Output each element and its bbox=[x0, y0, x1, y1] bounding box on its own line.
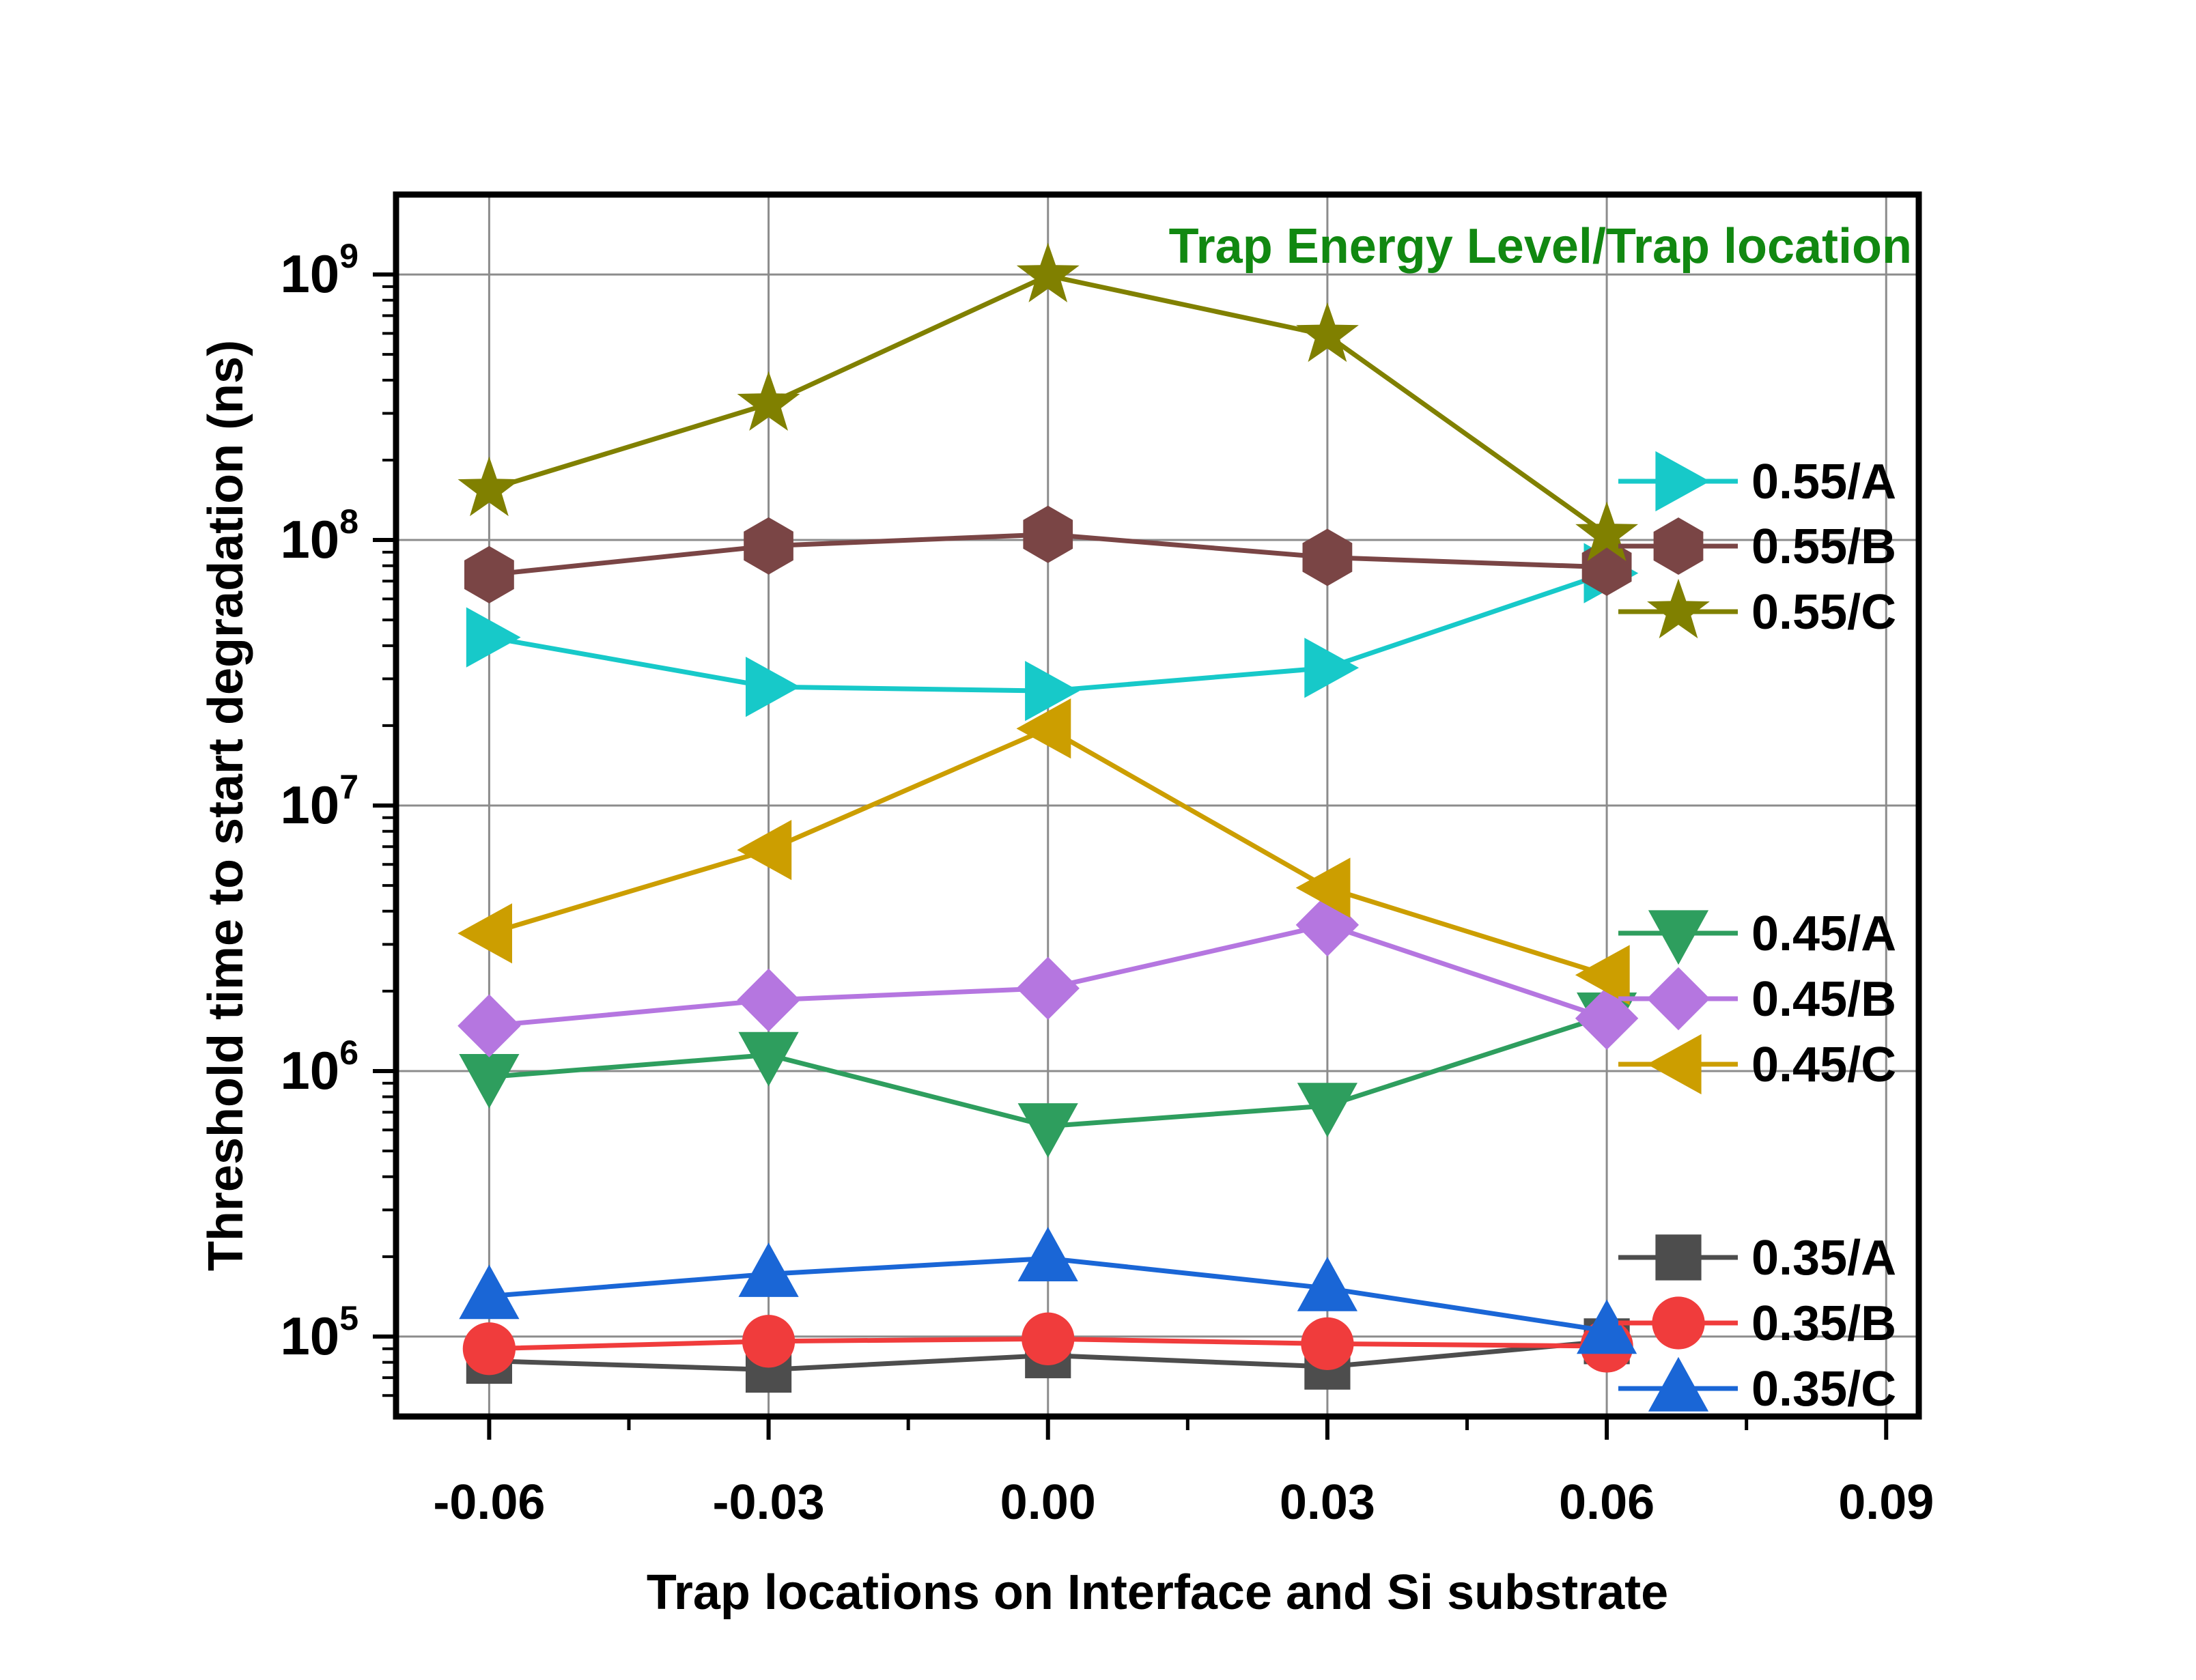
y-tick-label: 108 bbox=[280, 502, 358, 569]
legend-label: 0.35/B bbox=[1751, 1296, 1896, 1351]
legend-item: 0.45/C bbox=[1618, 1034, 1896, 1095]
data-point bbox=[459, 1054, 520, 1109]
y-tick-base: 10 bbox=[280, 775, 339, 835]
data-point bbox=[458, 994, 521, 1057]
data-point bbox=[1575, 501, 1638, 561]
series-0-35-C bbox=[459, 1227, 1637, 1354]
legend-item: 0.35/A bbox=[1618, 1231, 1896, 1285]
y-tick-label: 105 bbox=[280, 1299, 358, 1366]
data-point bbox=[1017, 1227, 1078, 1281]
data-point bbox=[737, 371, 800, 431]
data-point bbox=[746, 657, 800, 717]
series-0-45-B bbox=[458, 893, 1639, 1057]
data-point bbox=[1304, 638, 1360, 698]
data-point bbox=[742, 1315, 796, 1368]
data-point bbox=[1577, 1299, 1637, 1354]
series-layer bbox=[458, 242, 1639, 1393]
data-point bbox=[737, 968, 800, 1032]
data-point bbox=[1016, 698, 1071, 759]
legend-marker bbox=[1646, 967, 1711, 1031]
data-point bbox=[1016, 956, 1080, 1020]
x-tick-label: 0.03 bbox=[1280, 1475, 1375, 1530]
legend-item: 0.45/B bbox=[1618, 967, 1896, 1031]
data-point bbox=[458, 456, 521, 517]
y-tick-base: 10 bbox=[280, 244, 339, 304]
legend-label: 0.45/B bbox=[1751, 972, 1896, 1027]
axes: -0.06 -0.03 0.00 0.03 0.06 0.0910510610710810… bbox=[280, 237, 1934, 1530]
data-point bbox=[459, 1264, 520, 1320]
y-tick-base: 10 bbox=[280, 509, 339, 569]
chart-title: Trap Energy Level/Trap location bbox=[1169, 219, 1912, 274]
data-point bbox=[1017, 1103, 1078, 1158]
y-tick-base: 10 bbox=[280, 1040, 339, 1100]
y-tick-base: 10 bbox=[280, 1306, 339, 1366]
data-point bbox=[1575, 945, 1630, 1006]
legend-item: 0.55/A bbox=[1618, 451, 1896, 512]
y-tick-exponent: 7 bbox=[339, 768, 358, 806]
series-0-55-A bbox=[466, 543, 1639, 722]
data-point bbox=[1575, 986, 1639, 1050]
legend: 0.55/A 0.55/B 0.55/C 0.45/A 0.45/B 0.45/C 0.35… bbox=[1618, 451, 1896, 1416]
x-tick-label: 0.09 bbox=[1838, 1475, 1934, 1530]
series-0-45-C bbox=[458, 698, 1630, 1006]
x-tick-label: -0.03 bbox=[713, 1475, 825, 1530]
legend-marker bbox=[1646, 1034, 1702, 1095]
y-axis-label: Threshold time to start degradation (ns) bbox=[199, 340, 253, 1271]
y-tick-label: 107 bbox=[280, 768, 358, 835]
grid bbox=[396, 195, 1919, 1416]
legend-item: 0.55/C bbox=[1618, 578, 1896, 640]
data-point bbox=[744, 517, 793, 575]
legend-label: 0.35/A bbox=[1751, 1231, 1896, 1285]
legend-marker bbox=[1652, 1296, 1705, 1350]
legend-item: 0.35/B bbox=[1618, 1296, 1896, 1351]
x-tick-label: -0.06 bbox=[433, 1475, 545, 1530]
y-tick-exponent: 5 bbox=[339, 1299, 358, 1337]
legend-marker bbox=[1648, 910, 1709, 965]
legend-marker bbox=[1655, 1234, 1702, 1281]
data-point bbox=[1016, 242, 1080, 302]
data-point bbox=[738, 1242, 799, 1297]
data-point bbox=[1297, 1257, 1357, 1311]
data-point bbox=[1295, 893, 1360, 957]
legend-label: 0.55/C bbox=[1751, 585, 1896, 640]
legend-marker bbox=[1655, 451, 1711, 512]
y-tick-label: 106 bbox=[280, 1034, 358, 1100]
data-point bbox=[737, 820, 792, 881]
legend-item: 0.35/C bbox=[1618, 1356, 1896, 1416]
x-tick-label: 0.06 bbox=[1559, 1475, 1655, 1530]
y-tick-exponent: 9 bbox=[339, 237, 358, 275]
legend-label: 0.35/C bbox=[1751, 1362, 1896, 1416]
legend-item: 0.45/A bbox=[1618, 907, 1896, 965]
legend-marker bbox=[1648, 1356, 1709, 1412]
series-0-55-C bbox=[458, 242, 1638, 561]
legend-label: 0.55/A bbox=[1751, 455, 1896, 509]
data-point bbox=[1297, 1083, 1357, 1137]
data-point bbox=[1022, 1312, 1075, 1365]
legend-label: 0.55/B bbox=[1751, 519, 1896, 574]
data-point bbox=[738, 1031, 799, 1087]
x-tick-label: 0.00 bbox=[1000, 1475, 1096, 1530]
data-point bbox=[1302, 528, 1353, 586]
data-point bbox=[1295, 857, 1351, 918]
legend-marker bbox=[1653, 517, 1704, 575]
x-axis-label: Trap locations on Interface and Si subst… bbox=[647, 1565, 1668, 1620]
data-point bbox=[1296, 302, 1359, 362]
data-point bbox=[466, 607, 521, 668]
legend-label: 0.45/A bbox=[1751, 907, 1896, 961]
data-point bbox=[462, 1322, 516, 1376]
legend-label: 0.45/C bbox=[1751, 1038, 1896, 1092]
y-tick-exponent: 6 bbox=[339, 1034, 358, 1072]
legend-item: 0.55/B bbox=[1618, 517, 1896, 575]
y-tick-label: 109 bbox=[280, 237, 358, 304]
data-point bbox=[1023, 505, 1073, 563]
data-point bbox=[458, 903, 512, 964]
data-point bbox=[464, 545, 514, 603]
series-0-55-B bbox=[464, 505, 1632, 603]
legend-marker bbox=[1647, 578, 1710, 639]
y-tick-exponent: 8 bbox=[339, 502, 358, 541]
data-point bbox=[1301, 1317, 1354, 1371]
data-point bbox=[1025, 661, 1080, 722]
